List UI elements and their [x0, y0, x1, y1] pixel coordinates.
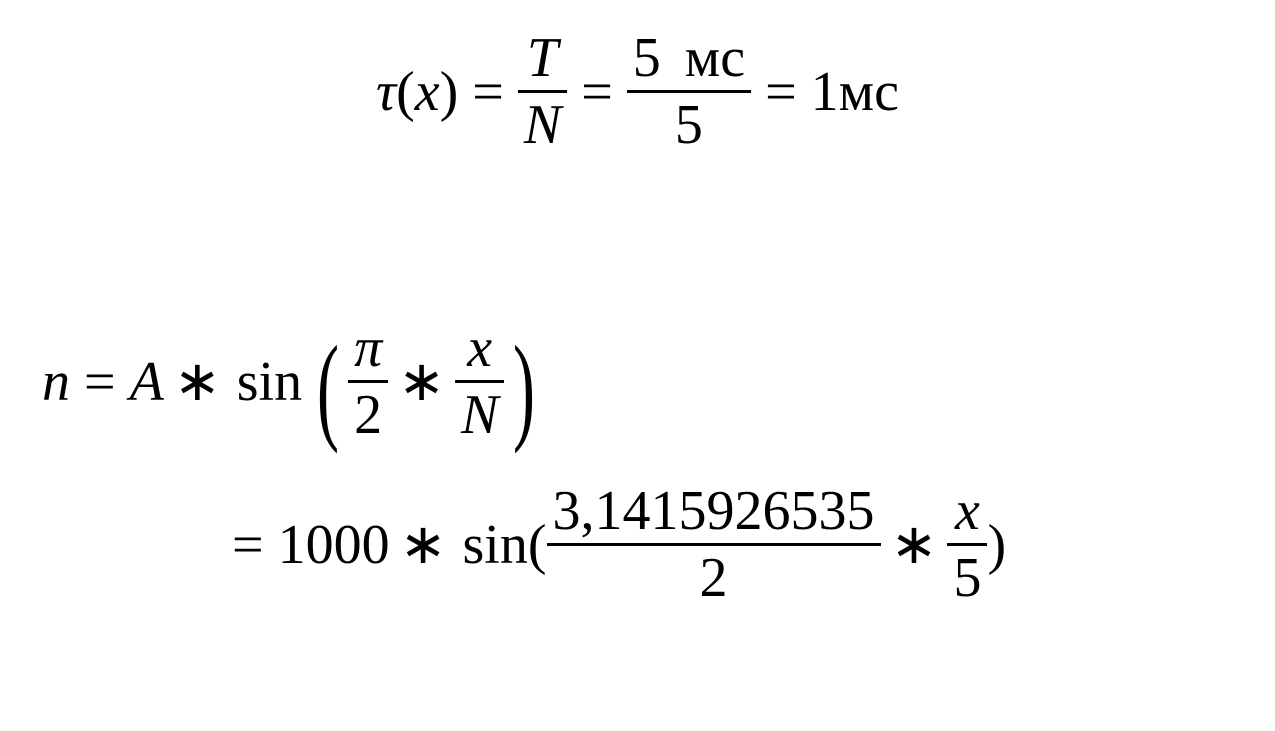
- equals: =: [70, 350, 130, 414]
- unit-ms-result: мс: [839, 60, 899, 124]
- asterisk-op: ∗: [164, 349, 231, 414]
- lparen: (: [396, 60, 415, 124]
- denominator-2: 2: [348, 387, 388, 443]
- fraction-bar: [348, 380, 388, 383]
- equation-n-line1: n = A ∗ sin ( π 2 ∗ x N ): [42, 320, 544, 443]
- numerator-5ms: 5 мс: [627, 30, 751, 86]
- page: τ ( x ) = T N = 5 мс 5 = 1 мс n = A ∗: [0, 0, 1275, 731]
- fraction-pi-decimal-over-2: 3,1415926535 2: [547, 483, 881, 606]
- numerator-pi: π: [348, 320, 388, 376]
- fraction-bar: [455, 380, 504, 383]
- numerator-x: x: [949, 483, 986, 539]
- equals-3: =: [751, 60, 811, 124]
- equals-1: =: [458, 60, 518, 124]
- unit-ms: мс: [675, 27, 745, 89]
- fraction-5ms-over-5: 5 мс 5: [627, 30, 751, 153]
- fraction-bar: [627, 90, 751, 93]
- value-5: 5: [633, 27, 661, 89]
- function-sin: sin: [231, 350, 302, 414]
- rparen: ): [440, 60, 459, 124]
- equals: =: [232, 513, 278, 577]
- symbol-n: n: [42, 350, 70, 414]
- equation-tau: τ ( x ) = T N = 5 мс 5 = 1 мс: [0, 30, 1275, 153]
- asterisk-op: ∗: [390, 512, 457, 577]
- equals-2: =: [567, 60, 627, 124]
- asterisk-op: ∗: [881, 512, 948, 577]
- asterisk-op: ∗: [388, 349, 455, 414]
- numerator-T: T: [521, 30, 564, 86]
- symbol-x: x: [415, 60, 440, 124]
- big-lparen: (: [317, 358, 339, 418]
- fraction-pi-over-2: π 2: [348, 320, 388, 443]
- denominator-2: 2: [694, 550, 734, 606]
- big-rparen: ): [513, 358, 535, 418]
- fraction-bar: [547, 543, 881, 546]
- fraction-x-over-5: x 5: [947, 483, 987, 606]
- numerator-pi-decimal: 3,1415926535: [547, 483, 881, 539]
- denominator-5: 5: [947, 550, 987, 606]
- fraction-bar: [947, 543, 987, 546]
- equation-n-line2: = 1000 ∗ sin ( 3,1415926535 2 ∗ x 5 ): [232, 483, 1006, 606]
- fraction-T-over-N: T N: [518, 30, 567, 153]
- coefficient-1000: 1000: [278, 513, 390, 577]
- denominator-N: N: [455, 387, 504, 443]
- numerator-x: x: [461, 320, 498, 376]
- denominator-N: N: [518, 97, 567, 153]
- symbol-A: A: [130, 350, 164, 414]
- symbol-tau: τ: [376, 60, 396, 124]
- result-1: 1: [811, 60, 839, 124]
- fraction-bar: [518, 90, 567, 93]
- function-sin: sin: [457, 513, 528, 577]
- rparen: ): [987, 513, 1006, 577]
- denominator-5: 5: [669, 97, 709, 153]
- equation-n: n = A ∗ sin ( π 2 ∗ x N ) = 1000 ∗: [42, 320, 1006, 606]
- lparen: (: [528, 513, 547, 577]
- fraction-x-over-N: x N: [455, 320, 504, 443]
